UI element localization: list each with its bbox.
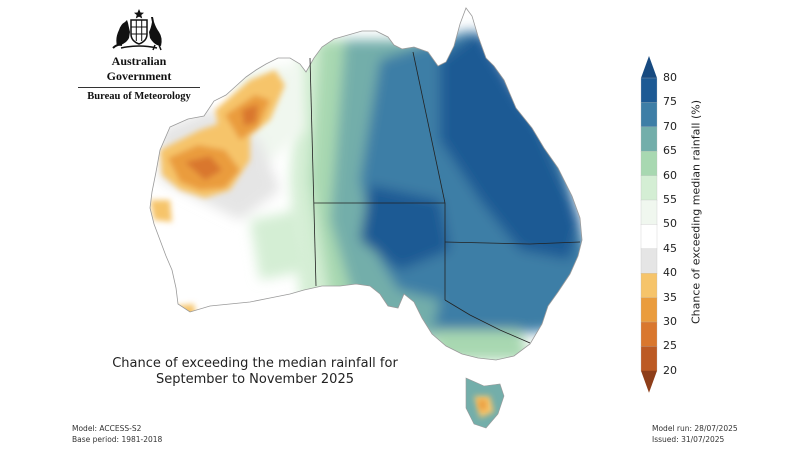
colorbar-tick-label: 65	[663, 144, 677, 158]
colorbar-band	[640, 199, 658, 226]
colorbar-band	[640, 273, 658, 299]
colorbar-top-arrow	[641, 56, 657, 78]
model-run-date: Model run: 28/07/2025	[652, 424, 738, 433]
colorbar-band	[640, 346, 658, 372]
colorbar-tick-label: 55	[663, 193, 677, 206]
footer-model-info: Model: ACCESS-S2 Base period: 1981-2018	[72, 423, 162, 445]
colorbar-tick-label: 80	[663, 71, 677, 84]
map-title: Chance of exceeding the median rainfall …	[100, 356, 410, 388]
colorbar-tick-label: 75	[663, 95, 677, 109]
base-period: Base period: 1981-2018	[72, 435, 163, 444]
colorbar-band	[640, 77, 658, 104]
colorbar-band	[640, 224, 658, 250]
colorbar-band	[640, 248, 658, 274]
colorbar-legend	[640, 56, 658, 393]
tasmania	[465, 377, 505, 429]
colorbar-band	[640, 151, 658, 177]
agency-name: Bureau of Meteorology	[87, 91, 191, 102]
government-name: Australian Government	[106, 54, 172, 83]
colorbar-tick-label: 25	[663, 339, 677, 353]
colorbar-tick-label: 50	[663, 217, 677, 231]
colorbar-tick-label: 40	[663, 266, 677, 280]
colorbar-tick-label: 35	[663, 290, 677, 304]
colorbar-tick-label: 70	[663, 119, 677, 133]
colorbar-tick-label: 60	[663, 168, 677, 182]
coastline	[149, 7, 583, 361]
colorbar-band	[640, 297, 658, 323]
colorbar-tick-label: 30	[663, 315, 677, 328]
map-title-line1: Chance of exceeding the median rainfall …	[112, 356, 398, 371]
state-borders	[309, 51, 581, 344]
colorbar-bottom-arrow	[641, 370, 657, 393]
colorbar-tick-label: 45	[663, 241, 677, 255]
government-logo: Australian Government Bureau of Meteorol…	[78, 8, 200, 102]
model-name: Model: ACCESS-S2	[72, 424, 142, 433]
map-title-line2: September to November 2025	[155, 372, 354, 387]
colorbar-band	[640, 321, 658, 348]
issued-date: Issued: 31/07/2025	[652, 435, 725, 444]
colorbar-band	[640, 175, 658, 201]
colorbar-band	[640, 102, 658, 128]
footer-run-info: Model run: 28/07/2025 Issued: 31/07/2025	[652, 423, 738, 445]
colorbar-band	[640, 126, 658, 152]
coat-of-arms-icon	[112, 9, 162, 51]
rainfall-field	[150, 8, 582, 360]
colorbar-tick-label: 20	[663, 363, 677, 377]
logo-divider	[78, 87, 200, 88]
